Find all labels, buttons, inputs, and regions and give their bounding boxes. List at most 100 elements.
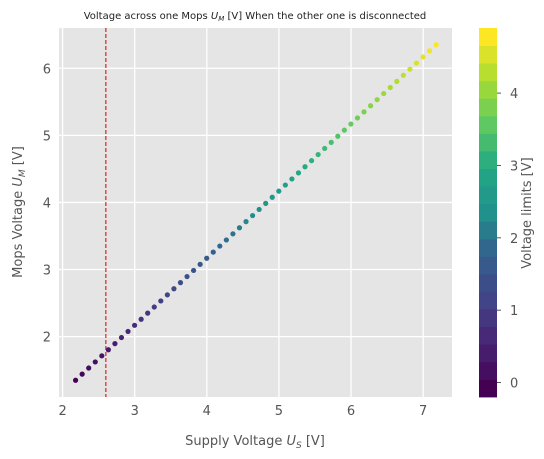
colorbar-segment-19 [479, 45, 497, 64]
y-tick-label-2: 4 [43, 196, 51, 211]
point-18 [190, 267, 197, 274]
point-46 [374, 97, 380, 103]
colorbar-tick-label-4: 4 [510, 87, 518, 102]
y-tick-label-1: 3 [43, 264, 51, 279]
colorbar-tick-label-1: 1 [510, 304, 518, 319]
colorbar-segment-9 [479, 221, 497, 240]
point-10 [138, 316, 144, 322]
point-19 [197, 261, 203, 267]
point-47 [381, 90, 387, 97]
point-37 [315, 151, 321, 158]
point-6 [112, 341, 118, 347]
title-suffix: [V] When the other one is disconnected [224, 11, 426, 22]
x-tick-label-5: 7 [419, 404, 427, 419]
point-20 [204, 255, 210, 261]
point-3 [92, 359, 98, 365]
xlabel-suffix: [V] [302, 434, 325, 449]
point-51 [407, 66, 413, 72]
x-tick-label-3: 5 [275, 404, 283, 419]
point-26 [243, 219, 249, 225]
colorbar-tick-label-0: 0 [510, 377, 518, 392]
colorbar-segment-5 [479, 291, 497, 310]
colorbar-tick-label-3: 3 [510, 159, 518, 174]
colorbar-segment-0 [479, 379, 497, 398]
point-40 [335, 133, 341, 139]
colorbar-segment-1 [479, 361, 497, 380]
colorbar-segment-14 [479, 133, 497, 152]
y-tick-label-4: 6 [43, 62, 51, 77]
title-var: U [211, 11, 219, 22]
point-22 [217, 243, 223, 249]
colorbar-segment-17 [479, 80, 497, 99]
colorbar-tick-label-2: 2 [510, 232, 518, 247]
x-axis-label: Supply Voltage US [V] [185, 434, 325, 451]
colorbar-segment-6 [479, 274, 497, 292]
point-17 [184, 273, 190, 280]
point-23 [223, 237, 229, 243]
x-tick-label-1: 3 [131, 404, 139, 419]
point-27 [249, 212, 256, 219]
point-44 [361, 109, 367, 115]
point-29 [263, 200, 269, 206]
colorbar-segment-3 [479, 326, 497, 345]
ylabel-prefix: Mops Voltage [11, 187, 26, 278]
y-axis-label: Mops Voltage UM [V] [11, 146, 28, 278]
plot-area [59, 28, 452, 397]
xlabel-var: U [286, 434, 296, 449]
point-28 [256, 206, 262, 213]
point-7 [118, 334, 125, 341]
colorbar-segment-16 [479, 98, 497, 117]
point-15 [171, 286, 177, 292]
point-24 [230, 231, 236, 237]
point-55 [433, 42, 439, 48]
point-50 [400, 72, 406, 78]
point-42 [348, 121, 354, 127]
colorbar-segment-7 [479, 256, 497, 275]
point-34 [295, 170, 302, 176]
colorbar-ticks: 0 1 2 3 4 [497, 87, 518, 392]
point-38 [322, 145, 328, 152]
colorbar-segment-20 [479, 28, 497, 46]
point-1 [79, 371, 85, 377]
point-41 [341, 127, 347, 133]
point-54 [426, 48, 433, 54]
scatter-points [72, 42, 439, 383]
colorbar-segment-11 [479, 186, 497, 205]
colorbar-segment-15 [479, 115, 497, 134]
point-8 [125, 328, 131, 335]
colorbar-segment-10 [479, 203, 497, 222]
x-tick-label-0: 2 [58, 404, 66, 419]
point-52 [413, 60, 420, 66]
y-tick-label-0: 2 [43, 331, 51, 346]
point-25 [236, 225, 243, 231]
xlabel-sub: S [296, 441, 302, 451]
point-53 [420, 54, 426, 60]
point-43 [354, 115, 361, 121]
point-14 [164, 292, 170, 298]
xlabel-prefix: Supply Voltage [185, 434, 286, 449]
point-13 [158, 298, 164, 304]
ylabel-suffix: [V] [11, 146, 26, 169]
point-4 [99, 353, 105, 359]
title-sub: M [218, 15, 224, 23]
y-tick-label-3: 5 [43, 129, 51, 144]
point-0 [72, 377, 79, 383]
chart-title: Voltage across one Mops UM [V] When the … [84, 11, 427, 23]
colorbar-segment-18 [479, 63, 497, 82]
point-12 [151, 304, 157, 310]
ylabel-var: U [11, 177, 26, 187]
x-tick-label-2: 4 [203, 404, 211, 419]
colorbar-segment-4 [479, 309, 497, 328]
point-35 [302, 164, 308, 170]
point-16 [177, 280, 184, 286]
x-tick-label-4: 6 [347, 404, 355, 419]
point-30 [269, 194, 275, 200]
point-2 [86, 365, 92, 371]
point-45 [367, 103, 374, 109]
y-axis-ticks: 2 3 4 5 6 [43, 62, 51, 345]
title-prefix: Voltage across one Mops [84, 11, 211, 22]
point-49 [394, 78, 400, 84]
colorbar-segment-8 [479, 238, 497, 257]
x-axis-ticks: 2 3 4 5 6 7 [58, 404, 427, 419]
